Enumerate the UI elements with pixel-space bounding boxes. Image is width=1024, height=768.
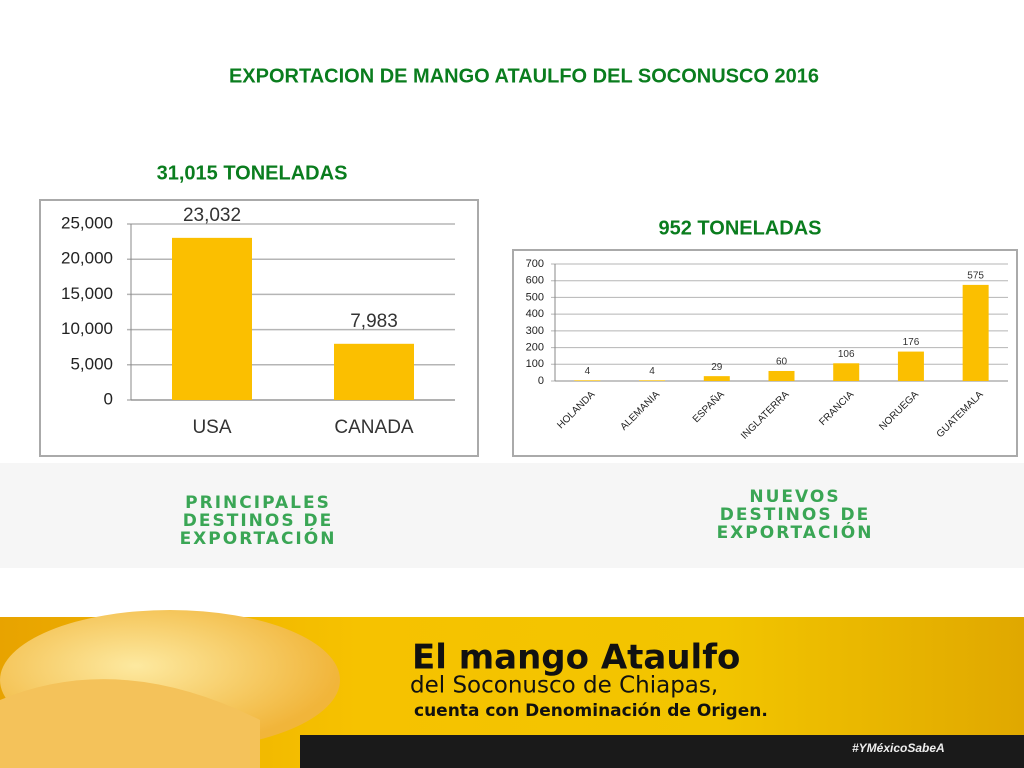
value-label: 575 — [967, 271, 984, 282]
value-label: 4 — [649, 366, 655, 377]
caption-line: EXPORTACIÓN — [717, 521, 874, 543]
hashtag: #YMéxicoSabeA — [852, 741, 945, 755]
bar — [639, 380, 666, 381]
banner-line: El mango Ataulfo — [412, 638, 740, 678]
chart-title: 31,015 TONELADAS — [157, 162, 348, 184]
bar — [962, 284, 989, 381]
x-tick-label: USA — [192, 417, 231, 438]
charts: 31,015 TONELADAS 0 5,000 10,000 15,000 20,000… — [39, 162, 1018, 549]
y-tick-label: 400 — [526, 308, 544, 320]
y-tick-label: 200 — [526, 341, 544, 353]
y-tick-label: 500 — [526, 291, 544, 303]
slide-title: EXPORTACION DE MANGO ATAULFO DEL SOCONUS… — [229, 65, 819, 87]
y-tick-label: 25,000 — [61, 213, 113, 232]
caption-line: DESTINOS DE — [183, 511, 333, 531]
x-tick-label: CANADA — [334, 417, 414, 438]
banner: El mango Ataulfo del Soconusco de Chiapa… — [0, 610, 1024, 768]
value-label: 106 — [838, 349, 855, 360]
y-tick-label: 600 — [526, 275, 544, 287]
banner-strip — [300, 735, 1024, 768]
bar — [334, 343, 414, 400]
caption-line: DESTINOS DE — [720, 505, 870, 525]
chart: 31,015 TONELADAS 0 5,000 10,000 15,000 20,000… — [39, 162, 479, 549]
value-label: 23,032 — [183, 205, 241, 226]
y-tick-label: 10,000 — [61, 319, 113, 338]
y-tick-label: 15,000 — [61, 284, 113, 303]
y-tick-label: 700 — [526, 258, 544, 270]
chart-frame — [39, 199, 479, 457]
banner-line: del Soconusco de Chiapas, — [410, 673, 718, 699]
banner-line: cuenta con Denominación de Origen. — [414, 701, 768, 721]
caption-panel — [0, 463, 1024, 568]
bar — [833, 363, 860, 381]
y-tick-label: 20,000 — [61, 249, 113, 268]
bar — [574, 380, 601, 381]
y-tick-label: 300 — [526, 325, 544, 337]
bar — [172, 237, 252, 400]
value-label: 60 — [776, 357, 788, 368]
y-tick-label: 0 — [538, 375, 544, 387]
y-tick-label: 100 — [526, 358, 544, 370]
caption-line: PRINCIPALES — [185, 493, 331, 513]
value-label: 176 — [903, 337, 920, 348]
caption-line: EXPORTACIÓN — [180, 527, 337, 549]
chart-title: 952 TONELADAS — [658, 217, 821, 239]
bar — [768, 370, 795, 381]
caption-line: NUEVOS — [749, 487, 840, 507]
chart: 952 TONELADAS01002003004005006007004HOLA… — [512, 217, 1018, 543]
value-label: 4 — [585, 366, 591, 377]
bar — [897, 351, 924, 381]
y-tick-label: 5,000 — [70, 354, 113, 373]
chart-frame — [512, 249, 1018, 457]
y-tick-label: 0 — [104, 389, 113, 408]
value-label: 29 — [711, 362, 723, 373]
bar — [703, 376, 730, 381]
value-label: 7,983 — [350, 311, 398, 332]
mango-slice — [0, 679, 260, 768]
